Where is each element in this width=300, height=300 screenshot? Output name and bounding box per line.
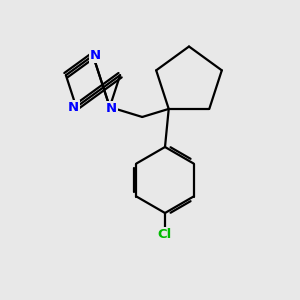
Text: Cl: Cl bbox=[158, 228, 172, 242]
Text: N: N bbox=[90, 49, 101, 62]
Text: N: N bbox=[68, 100, 79, 114]
Text: N: N bbox=[106, 102, 117, 115]
